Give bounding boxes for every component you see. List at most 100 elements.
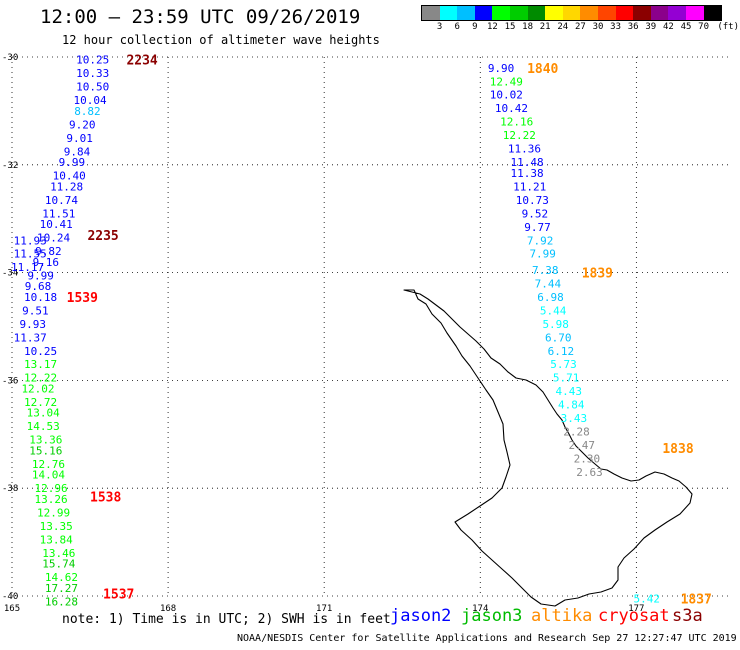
color-swatch <box>422 6 440 20</box>
wave-height-label: 10.40 <box>53 170 86 183</box>
x-tick-label: 165 <box>4 604 20 614</box>
color-scale-tick: 6 <box>454 22 460 32</box>
wave-height-label: 11.51 <box>42 207 75 220</box>
color-scale-tick: 70 <box>698 22 710 32</box>
wave-height-label: 4.84 <box>558 399 585 412</box>
wave-height-label: 9.90 <box>488 62 515 75</box>
color-scale-tick: 30 <box>592 22 604 32</box>
wave-height-label: 10.24 <box>37 232 70 245</box>
wave-height-label: 10.25 <box>76 54 109 67</box>
wave-height-label: 9.20 <box>69 118 96 131</box>
wave-height-label: 16.28 <box>45 595 78 608</box>
color-scale-tick: 3 <box>436 22 443 32</box>
color-swatch <box>545 6 563 20</box>
wave-height-label: 10.02 <box>490 89 523 102</box>
color-swatch <box>474 6 493 20</box>
wave-height-label: 10.73 <box>516 194 549 207</box>
legend-cryosat: cryosat <box>598 606 670 626</box>
wave-height-label: 2.30 <box>574 453 601 466</box>
wave-height-label: 9.82 <box>35 245 62 258</box>
wave-height-label: 15.74 <box>42 558 75 571</box>
color-scale-tick: 36 <box>627 22 639 32</box>
color-swatch <box>615 6 634 20</box>
wave-height-label: 10.04 <box>73 94 106 107</box>
color-scale-tick: 33 <box>610 22 622 32</box>
color-swatch <box>562 6 581 20</box>
wave-height-label: 12.49 <box>490 75 523 88</box>
wave-height-label: 9.99 <box>27 269 54 282</box>
time-label: 1837 <box>681 593 712 608</box>
axis-labels: 165 168 171 174 177 -40 -38 -36 -34 -32 -30 <box>2 53 644 614</box>
color-swatch <box>668 6 686 20</box>
wave-height-label: 10.18 <box>24 291 57 304</box>
wave-height-label: 5.42 <box>634 593 661 606</box>
wave-height-label: 12.96 <box>34 482 67 495</box>
wave-height-label: 8.82 <box>74 105 101 118</box>
wave-height-label: 10.41 <box>40 218 73 231</box>
color-swatch <box>685 6 704 20</box>
wave-height-label: 15.16 <box>29 444 62 457</box>
wave-height-label: 5.98 <box>542 318 569 331</box>
wave-height-label: 9.16 <box>33 256 60 269</box>
wave-height-label: 9.84 <box>64 145 91 158</box>
color-scale-tick: 24 <box>557 22 569 32</box>
footer-credit: NOAA/NESDIS Center for Satellite Applica… <box>237 633 737 644</box>
color-scale-tick: 12 <box>486 22 498 32</box>
legend-jason3: jason3 <box>461 606 523 626</box>
y-tick-label: -32 <box>2 161 18 171</box>
wave-height-label: 13.04 <box>27 407 60 420</box>
wave-height-label: 10.25 <box>24 345 57 358</box>
wave-height-label: 11.21 <box>513 180 546 193</box>
x-tick-label: 174 <box>472 604 488 614</box>
wave-height-label: 10.42 <box>495 102 528 115</box>
color-scale-tick: 9 <box>472 22 478 32</box>
color-scale-tick: 15 <box>504 22 516 32</box>
wave-height-label: 12.72 <box>24 396 57 409</box>
x-tick-label: 177 <box>628 604 644 614</box>
color-swatch <box>527 6 546 20</box>
y-tick-label: -38 <box>2 484 18 494</box>
color-swatch <box>492 6 510 20</box>
time-label: 1537 <box>103 587 134 602</box>
grid-lines <box>11 56 730 597</box>
time-label: 1838 <box>662 442 693 457</box>
color-swatch <box>580 6 598 20</box>
wave-height-label: 11.55 <box>14 248 47 261</box>
wave-height-label: 12.22 <box>24 372 57 385</box>
wave-height-label: 9.68 <box>25 280 52 293</box>
color-scale-tick: 18 <box>522 22 534 32</box>
wave-height-label: 6.70 <box>545 331 572 344</box>
time-label: 1840 <box>527 62 558 77</box>
page-subtitle: 12 hour collection of altimeter wave hei… <box>62 33 380 47</box>
color-swatch <box>650 6 669 20</box>
color-swatch <box>509 6 528 20</box>
wave-height-label: 9.93 <box>20 318 47 331</box>
color-swatch <box>597 6 616 20</box>
wave-height-label: 9.99 <box>59 156 86 169</box>
wave-height-label: 12.22 <box>503 129 536 142</box>
wave-height-label: 9.01 <box>66 132 93 145</box>
wave-height-label: 7.44 <box>535 277 562 290</box>
time-label: 1839 <box>582 267 613 282</box>
wave-height-label: 7.99 <box>529 248 556 261</box>
wave-height-label: 13.46 <box>42 547 75 560</box>
wave-height-label: 2.63 <box>576 466 603 479</box>
wave-height-label: 6.12 <box>548 345 575 358</box>
wave-height-label: 14.62 <box>45 571 78 584</box>
x-tick-label: 168 <box>160 604 176 614</box>
wave-height-label: 14.53 <box>27 420 60 433</box>
wave-height-label: 11.37 <box>14 331 47 344</box>
wave-height-label: 11.17 <box>11 261 44 274</box>
legend-altika: altika <box>531 606 593 626</box>
color-swatch <box>457 6 475 20</box>
color-scale-bar <box>421 5 723 21</box>
wave-height-label: 9.52 <box>522 207 549 220</box>
wave-height-label: 11.36 <box>508 143 541 156</box>
y-tick-label: -30 <box>2 53 18 63</box>
color-swatch <box>633 6 651 20</box>
color-swatch <box>703 6 722 20</box>
page-title: 12:00 – 23:59 UTC 09/26/2019 <box>40 6 361 28</box>
time-label: 2234 <box>126 54 157 69</box>
color-swatch <box>439 6 458 20</box>
